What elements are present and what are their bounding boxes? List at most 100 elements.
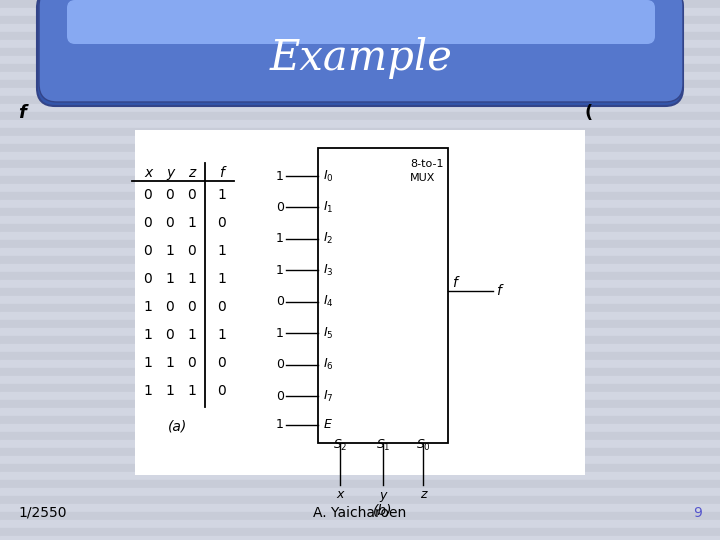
Bar: [0, 472, 720, 480]
Bar: [0, 96, 720, 104]
Text: 1: 1: [166, 356, 174, 370]
Bar: [0, 208, 720, 216]
Bar: [0, 56, 720, 64]
Bar: [0, 184, 720, 192]
Text: $I_5$: $I_5$: [323, 326, 333, 341]
Text: 1: 1: [188, 328, 197, 342]
Bar: [318, 148, 448, 443]
Bar: [135, 130, 585, 475]
Bar: [0, 88, 720, 96]
Bar: [0, 352, 720, 360]
FancyBboxPatch shape: [39, 0, 683, 102]
Bar: [0, 160, 720, 168]
Text: 0: 0: [276, 295, 284, 308]
Bar: [0, 152, 720, 160]
Bar: [0, 480, 720, 488]
Bar: [0, 520, 720, 528]
Text: f: f: [220, 166, 225, 180]
Bar: [0, 496, 720, 504]
Bar: [0, 376, 720, 384]
Bar: [0, 256, 720, 264]
Text: 0: 0: [166, 188, 174, 202]
Bar: [0, 72, 720, 80]
Bar: [0, 272, 720, 280]
Text: 0: 0: [143, 188, 153, 202]
Bar: [0, 528, 720, 536]
Text: (b): (b): [373, 504, 392, 518]
Text: $S_0$: $S_0$: [415, 438, 431, 453]
Bar: [0, 248, 720, 256]
Text: 1: 1: [217, 272, 226, 286]
Text: 1: 1: [188, 216, 197, 230]
Text: 0: 0: [166, 328, 174, 342]
Bar: [0, 440, 720, 448]
Text: 9: 9: [693, 506, 702, 520]
Text: 0: 0: [166, 300, 174, 314]
Text: $I_0$: $I_0$: [323, 168, 333, 184]
Text: 0: 0: [217, 384, 226, 398]
Text: $I_2$: $I_2$: [323, 231, 333, 246]
Bar: [0, 312, 720, 320]
Bar: [0, 40, 720, 48]
Text: 1: 1: [143, 384, 153, 398]
Text: z: z: [189, 166, 196, 180]
Text: 8-to-1: 8-to-1: [410, 159, 444, 169]
FancyBboxPatch shape: [67, 0, 655, 44]
Text: Example: Example: [269, 37, 452, 79]
Text: y: y: [379, 489, 387, 502]
Text: 1: 1: [276, 170, 284, 183]
Bar: [0, 264, 720, 272]
Bar: [0, 416, 720, 424]
Text: f: f: [18, 104, 26, 122]
Bar: [0, 432, 720, 440]
FancyBboxPatch shape: [37, 0, 683, 106]
Bar: [0, 24, 720, 32]
Text: 1: 1: [166, 244, 174, 258]
Bar: [0, 80, 720, 88]
Bar: [0, 392, 720, 400]
Text: 1: 1: [143, 300, 153, 314]
Bar: [0, 112, 720, 120]
Bar: [0, 456, 720, 464]
Text: 0: 0: [188, 300, 197, 314]
Bar: [0, 224, 720, 232]
Text: x: x: [144, 166, 152, 180]
Text: 0: 0: [276, 358, 284, 371]
Bar: [0, 320, 720, 328]
Bar: [0, 128, 720, 136]
Text: MUX: MUX: [410, 173, 436, 183]
Bar: [0, 512, 720, 520]
Bar: [0, 104, 720, 112]
Bar: [0, 344, 720, 352]
Text: $S_1$: $S_1$: [376, 438, 390, 453]
Text: $I_1$: $I_1$: [323, 200, 333, 215]
Bar: [0, 408, 720, 416]
Text: 1: 1: [188, 272, 197, 286]
Text: x: x: [336, 489, 343, 502]
Text: 0: 0: [143, 216, 153, 230]
Text: 1: 1: [276, 327, 284, 340]
Text: 1: 1: [166, 384, 174, 398]
Text: 0: 0: [143, 272, 153, 286]
Text: 1: 1: [217, 328, 226, 342]
Text: y: y: [166, 166, 174, 180]
Text: 1: 1: [143, 328, 153, 342]
Text: $E$: $E$: [323, 418, 333, 431]
Text: 0: 0: [217, 356, 226, 370]
Text: $I_6$: $I_6$: [323, 357, 333, 372]
Bar: [0, 464, 720, 472]
Bar: [0, 488, 720, 496]
Text: 0: 0: [188, 244, 197, 258]
Bar: [0, 176, 720, 184]
Bar: [0, 504, 720, 512]
Text: z: z: [420, 489, 426, 502]
Text: 0: 0: [188, 188, 197, 202]
Text: 1/2550: 1/2550: [18, 506, 66, 520]
Bar: [0, 64, 720, 72]
Bar: [0, 448, 720, 456]
Text: 0: 0: [166, 216, 174, 230]
Text: 1: 1: [276, 418, 284, 431]
Text: 1: 1: [217, 188, 226, 202]
Bar: [0, 120, 720, 128]
Bar: [0, 360, 720, 368]
